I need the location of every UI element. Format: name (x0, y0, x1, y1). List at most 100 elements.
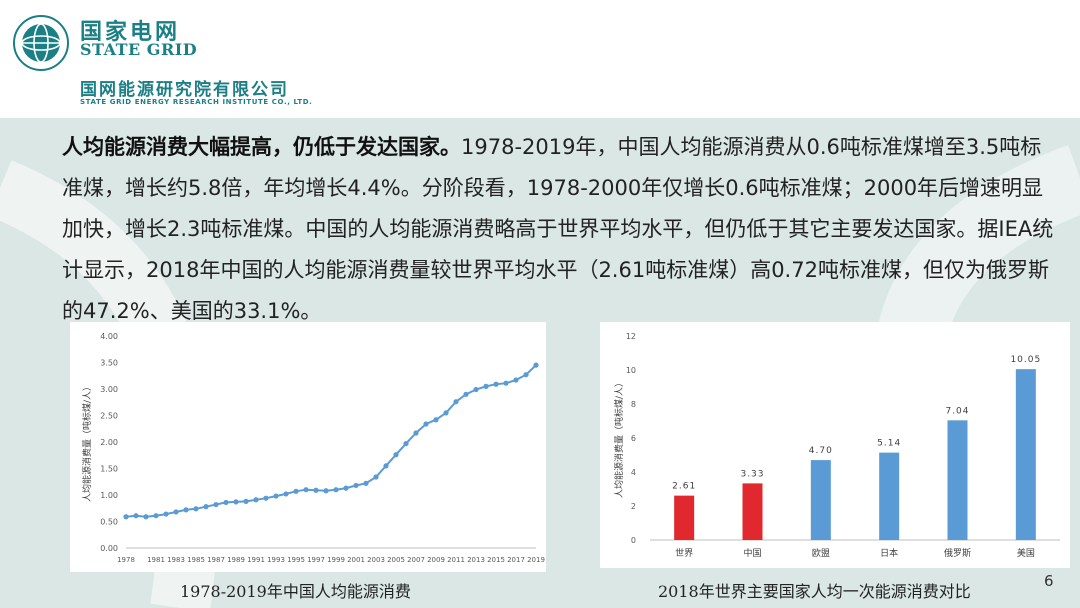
data-point (243, 498, 249, 504)
x-tick-label: 1987 (207, 556, 225, 564)
bar-chart-panel: 0 2 4 6 8 10 12 人均能源消费量（吨标煤/人） 2.61 世界 3.33 中国 4.70 欧… (600, 322, 1070, 568)
data-point (193, 506, 199, 512)
x-tick-label: 2009 (427, 556, 445, 564)
bar (879, 452, 900, 540)
category-label: 俄罗斯 (944, 547, 971, 559)
x-tick-label: 2001 (347, 556, 365, 564)
x-tick-label: 1978 (117, 556, 135, 564)
data-point (223, 499, 229, 506)
y-tick-label: 12 (626, 332, 636, 341)
y-tick-label: 6 (631, 434, 636, 443)
data-point (453, 399, 459, 405)
data-label: 4.70 (809, 446, 833, 456)
data-point (443, 410, 449, 416)
data-point (143, 514, 149, 520)
x-tick-label: 2019 (527, 556, 545, 564)
institute-name-cn: 国网能源研究院有限公司 (80, 80, 289, 100)
category-label: 美国 (1017, 547, 1035, 559)
data-point (123, 514, 129, 520)
x-tick-label: 1985 (187, 556, 205, 564)
data-point (533, 362, 539, 368)
data-point (213, 501, 219, 508)
x-tick-label: 2003 (367, 556, 385, 564)
y-tick-label: 10 (626, 366, 636, 375)
bar (947, 420, 968, 540)
y-tick-label: 2.50 (100, 412, 118, 421)
data-point (473, 386, 479, 393)
data-label: 10.05 (1010, 355, 1041, 365)
data-point (303, 487, 309, 493)
data-label: 3.33 (740, 469, 764, 479)
x-tick-label: 1983 (167, 556, 185, 564)
category-label: 世界 (675, 547, 693, 559)
data-label: 2.61 (672, 482, 696, 492)
y-axis-label: 人均能源消费量（吨标煤/人） (81, 382, 93, 502)
data-point (493, 381, 499, 387)
bar (810, 460, 831, 540)
data-label: 5.14 (877, 439, 901, 449)
state-grid-logo-icon (13, 15, 69, 71)
data-point (373, 474, 379, 480)
x-tick-label: 2013 (467, 556, 485, 564)
y-axis-label: 人均能源消费量（吨标煤/人） (613, 378, 625, 498)
y-tick-label: 8 (631, 400, 636, 409)
brand-name-en: STATE GRID (80, 40, 198, 59)
y-tick-label: 2.00 (100, 438, 118, 447)
x-tick-label: 1993 (267, 556, 285, 564)
category-label: 中国 (743, 547, 761, 559)
x-tick-label: 2005 (387, 556, 405, 564)
brand-name-cn: 国家电网 (80, 20, 181, 45)
data-point (343, 485, 349, 491)
x-tick-label: 1995 (287, 556, 305, 564)
data-label: 7.04 (945, 406, 969, 416)
x-tick-label: 2011 (447, 556, 465, 564)
data-point (393, 452, 399, 458)
page-number: 6 (1044, 572, 1054, 590)
left-chart-caption: 1978-2019年中国人均能源消费 (180, 582, 411, 601)
y-tick-label: 1.50 (100, 465, 118, 474)
y-tick-label: 0 (631, 536, 636, 545)
header: 国家电网 STATE GRID 国网能源研究院有限公司 STATE GRID E… (0, 0, 1080, 118)
data-point (173, 509, 179, 515)
data-point (463, 391, 469, 397)
y-tick-label: 4.00 (100, 332, 118, 341)
data-point (273, 493, 279, 499)
bar (742, 483, 763, 540)
category-label: 日本 (880, 547, 898, 559)
data-point (513, 377, 519, 383)
data-point (523, 372, 529, 378)
x-tick-label: 2017 (507, 556, 525, 564)
y-tick-label: 2 (631, 502, 636, 511)
y-tick-label: 0.00 (100, 544, 118, 553)
data-point (313, 487, 319, 493)
x-tick-label: 1997 (307, 556, 325, 564)
bar (674, 495, 695, 540)
y-tick-label: 4 (631, 468, 636, 477)
category-label: 欧盟 (812, 547, 830, 559)
x-tick-label: 2007 (407, 556, 425, 564)
line-chart: 0.00 0.50 1.00 1.50 2.00 2.50 3.00 3.50 4.00 1978… (81, 332, 545, 564)
summary-lead: 人均能源消费大幅提高，仍低于发达国家。 (62, 135, 461, 159)
data-point (163, 511, 169, 517)
data-point (263, 495, 269, 501)
data-point (423, 421, 429, 427)
data-point (153, 513, 159, 519)
y-tick-label: 3.50 (100, 359, 118, 368)
x-tick-label: 1989 (227, 556, 245, 564)
data-point (483, 383, 489, 389)
summary-paragraph: 人均能源消费大幅提高，仍低于发达国家。1978-2019年，中国人均能源消费从0… (62, 127, 1062, 332)
data-point (183, 507, 189, 513)
data-point (283, 491, 289, 497)
data-point (413, 430, 419, 436)
x-tick-label: 1991 (247, 556, 265, 564)
bar-chart: 0 2 4 6 8 10 12 人均能源消费量（吨标煤/人） 2.61 世界 3.33 中国 4.70 欧… (613, 332, 1060, 559)
right-chart-caption: 2018年世界主要国家人均一次能源消费对比 (658, 582, 971, 601)
data-point (433, 417, 439, 423)
data-point (293, 488, 299, 494)
data-point (383, 463, 389, 469)
summary-body: 1978-2019年，中国人均能源消费从0.6吨标准煤增至3.5吨标准煤，增长约… (62, 135, 1054, 323)
x-tick-label: 1999 (327, 556, 345, 564)
data-point (203, 504, 209, 510)
data-point (233, 499, 239, 505)
data-point (253, 497, 259, 503)
